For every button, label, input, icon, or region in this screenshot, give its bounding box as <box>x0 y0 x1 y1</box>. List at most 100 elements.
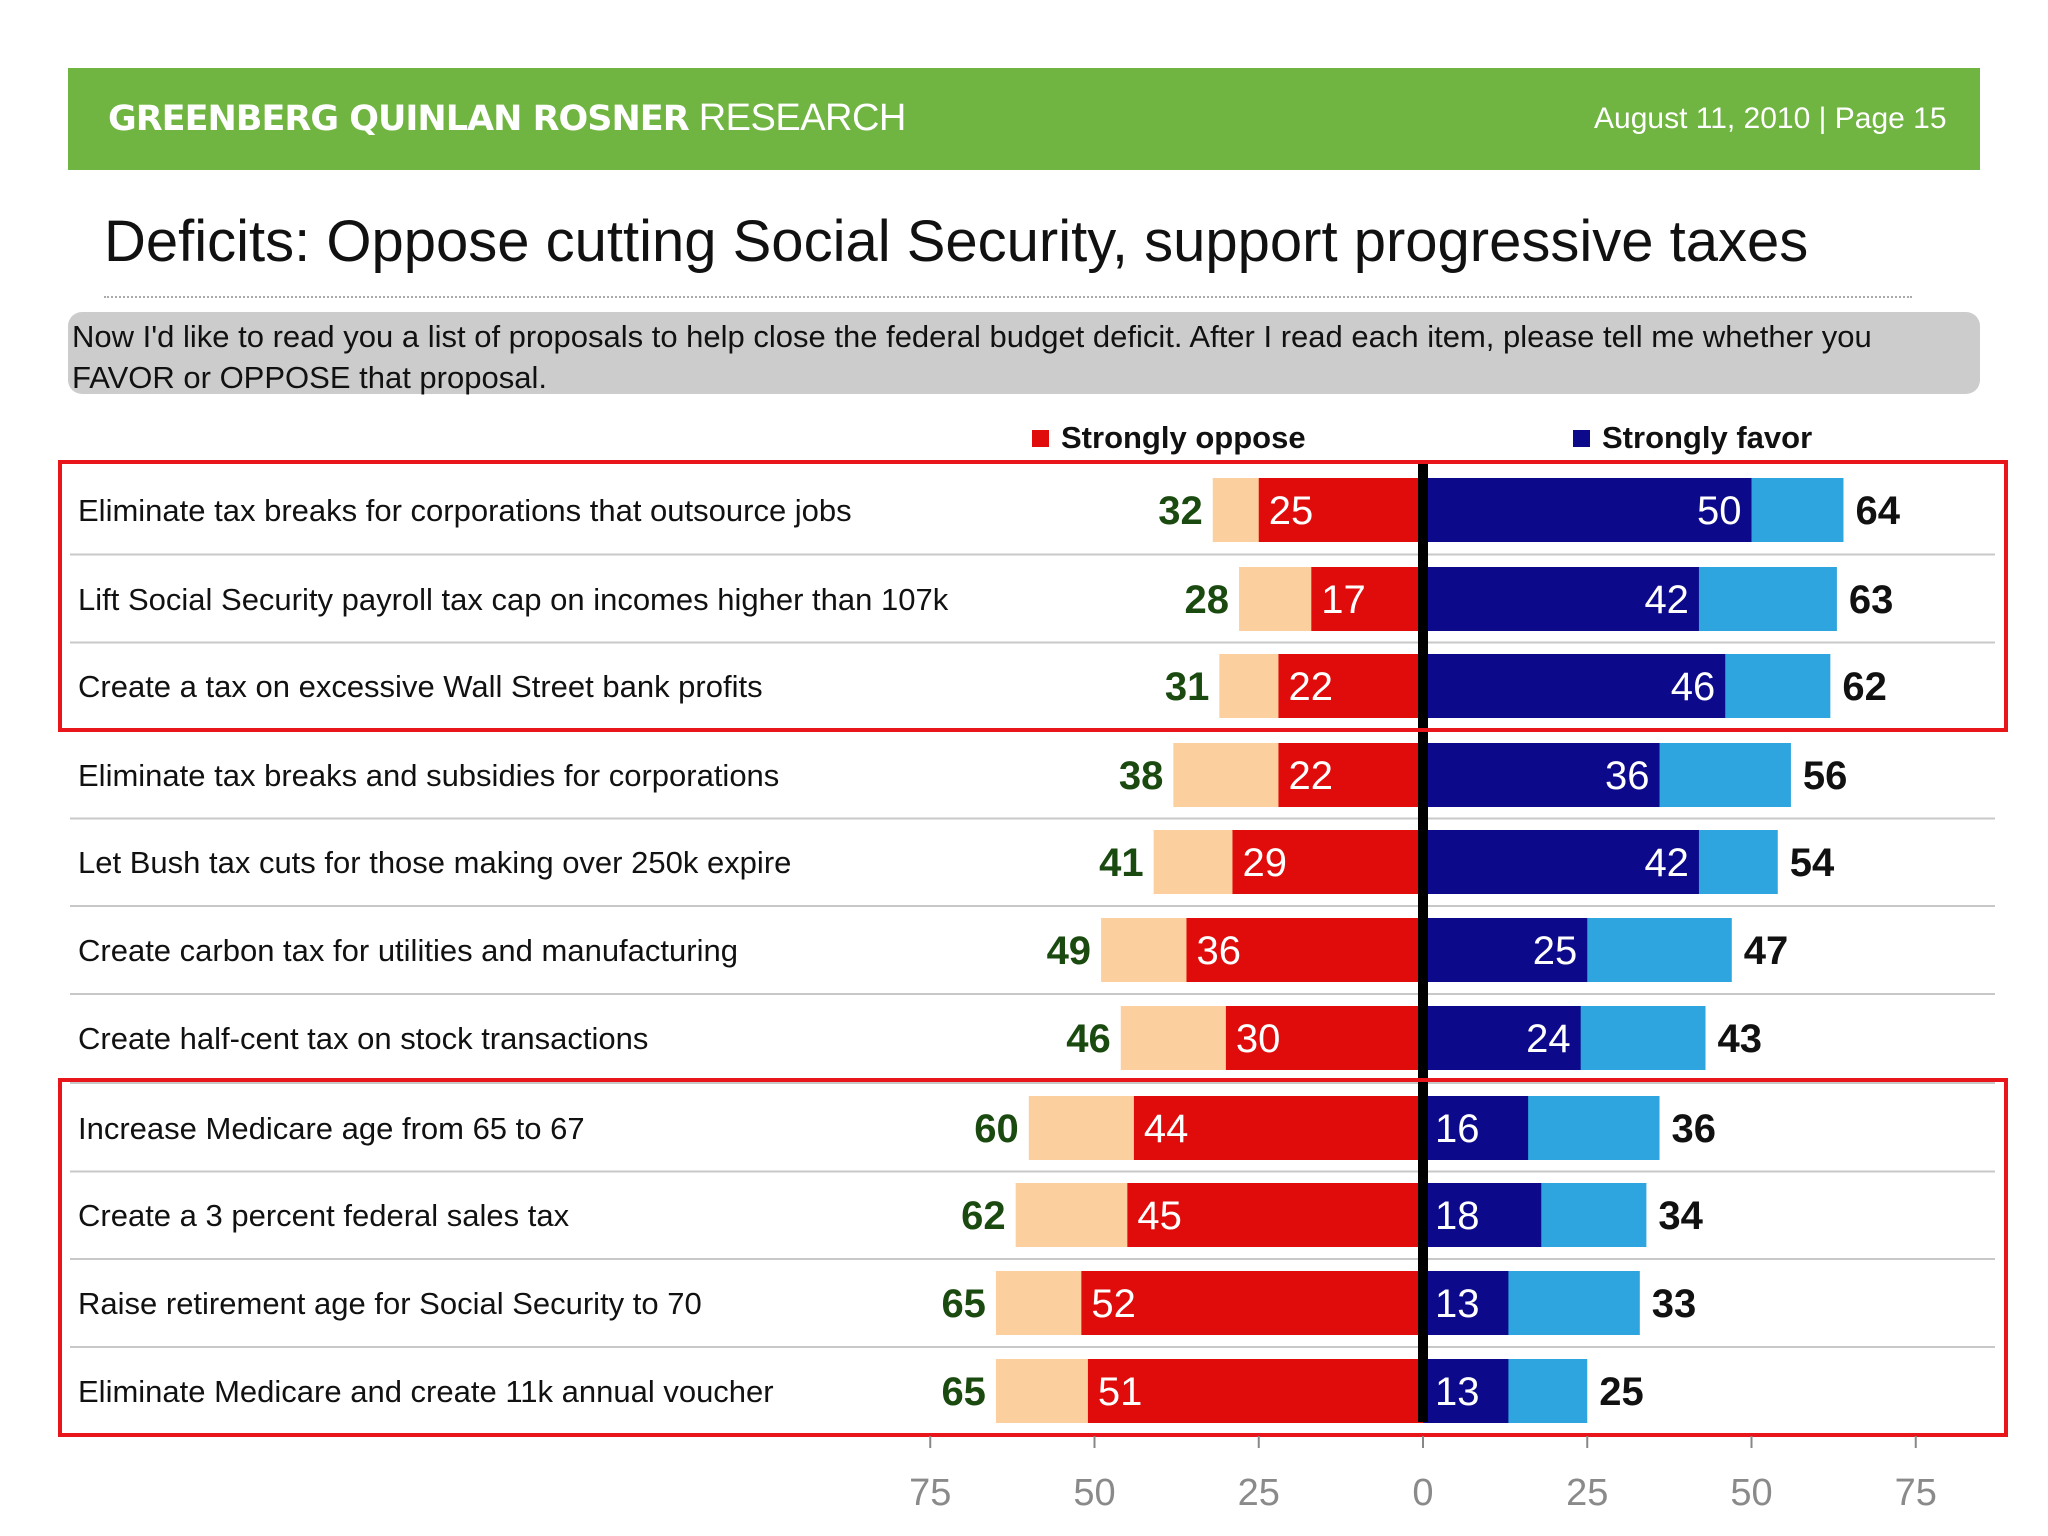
strongly-oppose-value: 45 <box>1137 1194 1182 1238</box>
total-oppose-value: 65 <box>941 1282 986 1326</box>
x-tick-label: 75 <box>909 1472 951 1514</box>
total-oppose-value: 46 <box>1066 1017 1111 1061</box>
category-label: Eliminate Medicare and create 11k annual… <box>78 1374 774 1409</box>
strongly-favor-bar <box>1423 1359 1509 1423</box>
category-label: Create a 3 percent federal sales tax <box>78 1198 570 1233</box>
total-oppose-value: 49 <box>1047 929 1092 973</box>
strongly-favor-value: 18 <box>1435 1194 1480 1238</box>
strongly-oppose-bar <box>1087 1359 1423 1423</box>
strongly-favor-value: 13 <box>1435 1282 1480 1326</box>
strongly-oppose-value: 17 <box>1321 578 1366 622</box>
category-label: Increase Medicare age from 65 to 67 <box>78 1111 585 1146</box>
strongly-oppose-bar <box>1081 1271 1423 1335</box>
strongly-favor-value: 50 <box>1697 489 1742 533</box>
strongly-oppose-value: 22 <box>1288 754 1333 798</box>
category-label: Eliminate tax breaks and subsidies for c… <box>78 758 779 793</box>
x-tick-label: 25 <box>1238 1472 1280 1514</box>
x-tick-label: 75 <box>1895 1472 1937 1514</box>
strongly-oppose-bar <box>1133 1096 1423 1160</box>
slide-title: Deficits: Oppose cutting Social Security… <box>104 209 1809 274</box>
strongly-oppose-value: 22 <box>1288 665 1333 709</box>
total-oppose-value: 62 <box>961 1194 1006 1238</box>
highlight-box <box>58 1078 2008 1437</box>
title-divider <box>104 296 1912 298</box>
total-oppose-value: 41 <box>1099 841 1144 885</box>
strongly-favor-value: 46 <box>1671 665 1716 709</box>
legend-strongly-favor: Strongly favor <box>1573 420 1812 456</box>
brand-logo: GREENBERG QUINLAN ROSNER RESEARCH <box>104 97 910 139</box>
category-label: Lift Social Security payroll tax cap on … <box>78 582 949 617</box>
strongly-favor-value: 25 <box>1533 929 1578 973</box>
strongly-oppose-bar <box>1186 918 1423 982</box>
category-label: Eliminate tax breaks for corporations th… <box>78 493 852 528</box>
strongly-favor-bar <box>1423 478 1752 542</box>
category-label: Create a tax on excessive Wall Street ba… <box>78 669 763 704</box>
legend-oppose-label: Strongly oppose <box>1061 420 1306 455</box>
total-favor-value: 36 <box>1672 1107 1717 1151</box>
x-tick-label: 25 <box>1566 1472 1608 1514</box>
strongly-oppose-bar <box>1127 1183 1423 1247</box>
strongly-oppose-bar <box>1311 567 1423 631</box>
strongly-oppose-bar <box>1278 654 1423 718</box>
total-oppose-value: 38 <box>1119 754 1164 798</box>
category-label: Create half-cent tax on stock transactio… <box>78 1021 648 1056</box>
brand-name-light: RESEARCH <box>698 97 907 139</box>
total-favor-value: 34 <box>1658 1194 1703 1238</box>
strongly-favor-bar <box>1423 1096 1529 1160</box>
strongly-favor-bar <box>1423 743 1660 807</box>
strongly-favor-bar <box>1423 830 1699 894</box>
legend-favor-swatch <box>1573 430 1590 447</box>
total-oppose-value: 32 <box>1158 489 1203 533</box>
legend-oppose-swatch <box>1032 430 1049 447</box>
total-favor-value: 47 <box>1744 929 1789 973</box>
strongly-oppose-value: 44 <box>1144 1107 1189 1151</box>
highlight-box <box>58 460 2008 732</box>
strongly-favor-bar <box>1423 918 1588 982</box>
total-favor-value: 63 <box>1849 578 1894 622</box>
total-favor-value: 25 <box>1599 1370 1644 1414</box>
strongly-oppose-value: 51 <box>1098 1370 1143 1414</box>
total-oppose-value: 28 <box>1185 578 1230 622</box>
x-tick-label: 50 <box>1730 1472 1772 1514</box>
total-oppose-value: 60 <box>974 1107 1019 1151</box>
strongly-oppose-value: 30 <box>1236 1017 1281 1061</box>
strongly-favor-value: 42 <box>1644 578 1689 622</box>
x-tick-label: 0 <box>1412 1472 1433 1514</box>
strongly-oppose-bar <box>1278 743 1423 807</box>
strongly-favor-bar <box>1423 1271 1509 1335</box>
total-oppose-value: 31 <box>1165 665 1210 709</box>
x-tick-label: 50 <box>1073 1472 1115 1514</box>
strongly-oppose-value: 25 <box>1269 489 1314 533</box>
strongly-favor-value: 36 <box>1605 754 1650 798</box>
legend-strongly-oppose: Strongly oppose <box>1032 420 1306 456</box>
question-box: Now I'd like to read you a list of propo… <box>68 312 1980 395</box>
date-page-label: August 11, 2010 | Page 15 <box>1594 102 1947 135</box>
strongly-oppose-value: 36 <box>1196 929 1241 973</box>
category-label: Raise retirement age for Social Security… <box>78 1286 702 1321</box>
total-favor-value: 64 <box>1855 489 1900 533</box>
legend-favor-label: Strongly favor <box>1602 420 1813 455</box>
strongly-favor-bar <box>1423 1006 1581 1070</box>
strongly-favor-bar <box>1423 654 1726 718</box>
header-bar: GREENBERG QUINLAN ROSNER RESEARCH August… <box>68 68 1980 170</box>
category-label: Create carbon tax for utilities and manu… <box>78 933 738 968</box>
strongly-favor-value: 13 <box>1435 1370 1480 1414</box>
total-favor-value: 56 <box>1803 754 1848 798</box>
category-label: Let Bush tax cuts for those making over … <box>78 845 791 880</box>
brand-name-bold: GREENBERG QUINLAN ROSNER <box>108 99 690 139</box>
total-favor-value: 43 <box>1718 1017 1763 1061</box>
strongly-favor-value: 24 <box>1526 1017 1571 1061</box>
total-favor-value: 33 <box>1652 1282 1697 1326</box>
question-text: Now I'd like to read you a list of propo… <box>72 319 1872 395</box>
strongly-favor-value: 42 <box>1644 841 1689 885</box>
total-favor-value: 62 <box>1842 665 1887 709</box>
strongly-oppose-bar <box>1258 478 1423 542</box>
strongly-favor-value: 16 <box>1435 1107 1480 1151</box>
total-oppose-value: 65 <box>941 1370 986 1414</box>
strongly-oppose-bar <box>1225 1006 1423 1070</box>
strongly-favor-bar <box>1423 567 1699 631</box>
strongly-oppose-value: 52 <box>1091 1282 1136 1326</box>
strongly-favor-bar <box>1423 1183 1542 1247</box>
strongly-oppose-bar <box>1232 830 1423 894</box>
